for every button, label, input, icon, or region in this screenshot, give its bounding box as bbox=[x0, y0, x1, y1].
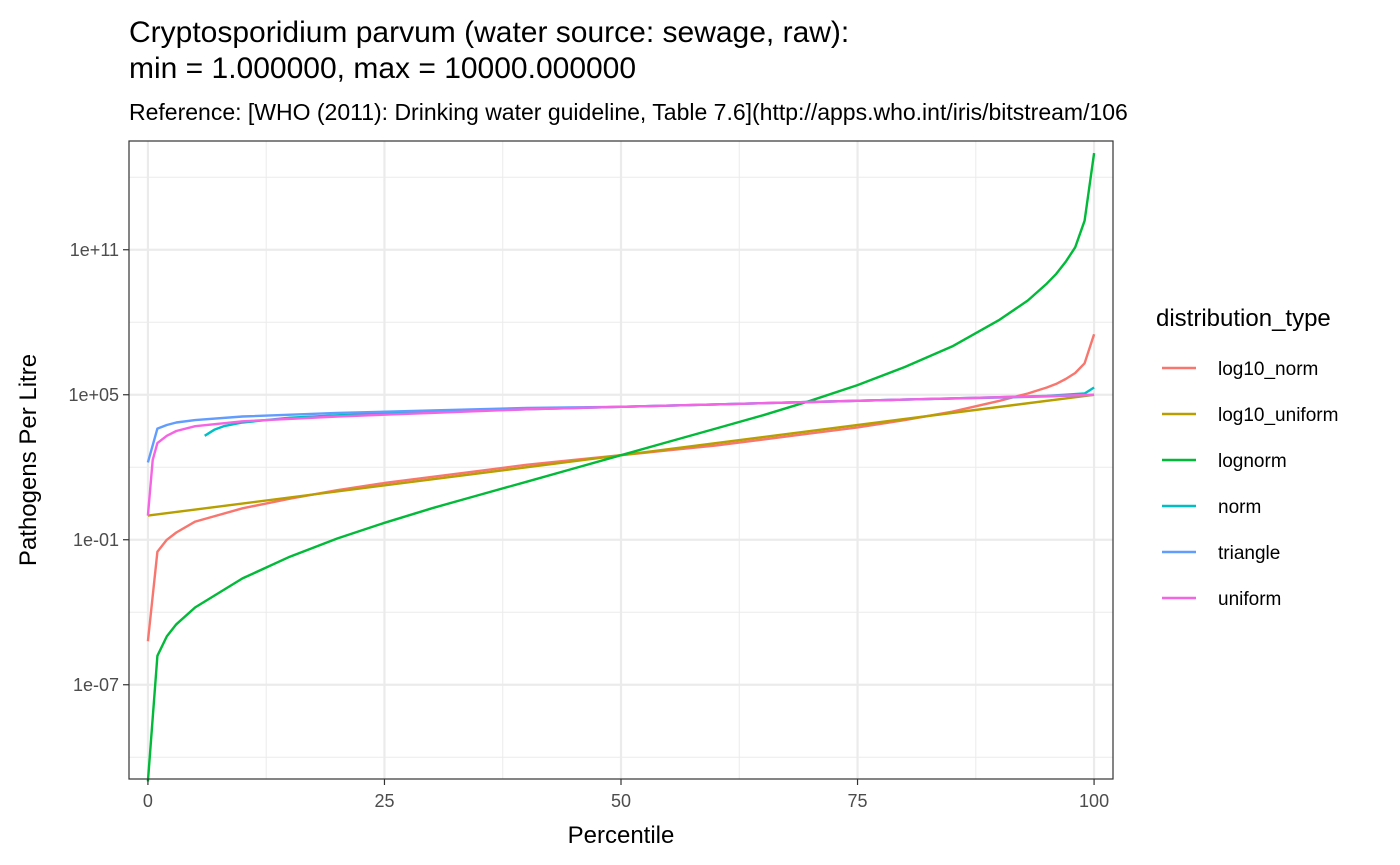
x-tick-label: 25 bbox=[374, 791, 394, 811]
legend-label-log10-uniform: log10_uniform bbox=[1218, 405, 1338, 426]
x-tick-label: 0 bbox=[143, 791, 153, 811]
x-tick-label: 50 bbox=[611, 791, 631, 811]
chart-title-line2: min = 1.000000, max = 10000.000000 bbox=[129, 52, 636, 85]
y-axis-title: Pathogens Per Litre bbox=[15, 354, 42, 566]
x-axis: 0 25 50 75 100 bbox=[143, 779, 1109, 811]
legend-label-lognorm: lognorm bbox=[1218, 451, 1287, 472]
x-tick-label: 75 bbox=[848, 791, 868, 811]
legend-title: distribution_type bbox=[1156, 305, 1331, 332]
series-lines bbox=[146, 152, 1096, 782]
plot-panel bbox=[128, 140, 1114, 782]
x-axis-title: Percentile bbox=[568, 822, 675, 849]
x-tick-label: 100 bbox=[1079, 791, 1109, 811]
y-tick-label: 1e+11 bbox=[70, 240, 119, 260]
chart-subtitle: Reference: [WHO (2011): Drinking water g… bbox=[129, 99, 1128, 125]
legend-label-uniform: uniform bbox=[1218, 589, 1281, 610]
y-tick-label: 1e-01 bbox=[73, 530, 119, 550]
series-line-lognorm bbox=[146, 152, 1096, 782]
legend-label-triangle: triangle bbox=[1218, 543, 1280, 564]
series-line-uniform bbox=[146, 393, 1095, 516]
y-tick-label: 1e-07 bbox=[73, 675, 119, 695]
chart-title-line1: Cryptosporidium parvum (water source: se… bbox=[129, 16, 849, 49]
legend: distribution_type log10_norm log10_unifor… bbox=[1156, 305, 1338, 610]
legend-label-norm: norm bbox=[1218, 497, 1261, 518]
y-tick-label: 1e+05 bbox=[68, 385, 119, 405]
y-axis: 1e-07 1e-01 1e+05 1e+11 bbox=[68, 240, 129, 695]
legend-label-log10-norm: log10_norm bbox=[1218, 359, 1318, 380]
